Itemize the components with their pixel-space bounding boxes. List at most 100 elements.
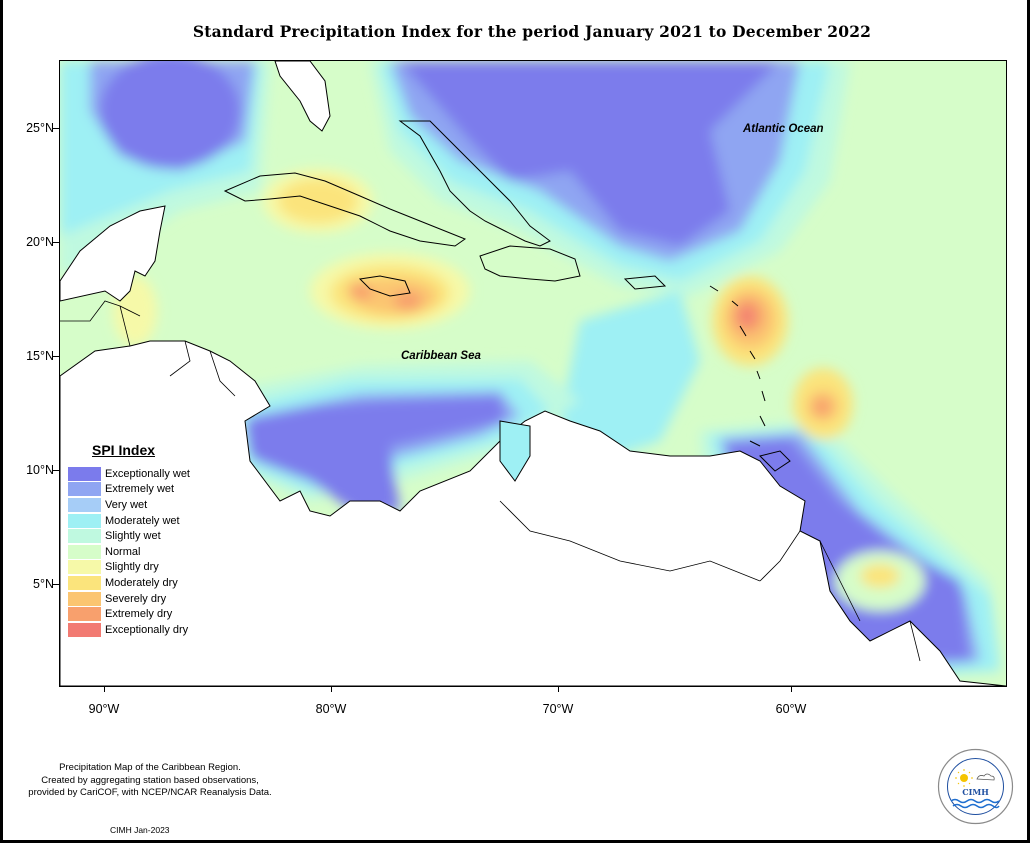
legend-item: Moderately dry [68,575,190,591]
lat-tick-25 [53,128,59,129]
lat-label-10: 10°N [26,463,54,477]
bahamas-outline [398,120,551,247]
legend-item: Very wet [68,497,190,513]
legend-item: Slightly dry [68,560,190,576]
lon-label-60: 60°W [775,702,807,716]
zone-exceptionally-dry-leewards [740,307,754,325]
legend: SPI Index Exceptionally wet Extremely wet… [68,442,190,638]
map-svg [60,61,1006,686]
logo-text: CIMH [962,787,989,797]
logo-cloud-icon [976,773,995,781]
lat-tick-10 [53,470,59,471]
legend-label: Exceptionally dry [105,623,189,636]
legend-label: Extremely dry [105,608,173,621]
legend-label: Slightly wet [105,530,161,543]
legend-swatch [68,529,101,544]
date-note: CIMH Jan-2023 [110,825,170,835]
legend-swatch [68,466,101,481]
legend-item: Severely dry [68,591,190,607]
lat-label-20: 20°N [26,235,54,249]
lat-tick-5 [53,584,59,585]
legend-items: Exceptionally wet Extremely wet Very wet Mo… [68,466,190,638]
border-guianas [759,530,921,662]
frame-bottom [0,840,1030,843]
zone-exceptionally-wet-atlantic [400,61,780,246]
zone-moderately-wet-central [560,291,700,461]
hispaniola-outline [479,245,581,282]
zone-moderately-dry-cuba [278,179,358,223]
legend-label: Slightly dry [105,561,159,574]
legend-label: Moderately dry [105,576,178,589]
footer-note-line2: Created by aggregating station based obs… [41,774,259,786]
border-central-america-north [60,300,141,347]
legend-swatch [68,622,101,637]
zone-extremely-dry-jamaica-e [394,291,422,311]
legend-label: Normal [105,545,141,558]
jamaica-outline [358,275,411,297]
legend-swatch [68,560,101,575]
legend-item: Moderately wet [68,513,190,529]
atlantic-ocean-label: Atlantic Ocean [743,123,824,135]
legend-label: Moderately wet [105,514,180,527]
lon-tick-80 [331,686,332,692]
legend-swatch [68,544,101,559]
frame-right [1027,0,1030,843]
legend-swatch [68,482,101,497]
legend-item: Extremely dry [68,606,190,622]
lon-tick-70 [558,686,559,692]
lon-label-80: 80°W [315,702,347,716]
footer-note-line3: provided by CariCOF, with NCEP/NCAR Rean… [28,787,272,798]
logo-waves-icon [950,798,1000,804]
legend-swatch [68,591,101,606]
frame-left [0,0,3,843]
legend-item: Extremely wet [68,482,190,498]
legend-item: Exceptionally dry [68,622,190,638]
zone-exceptionally-wet-gulf [100,61,240,169]
border-central-america-south [169,340,236,397]
lat-label-25: 25°N [26,121,54,135]
south-central-america [60,340,1006,686]
lat-tick-15 [53,356,59,357]
legend-item: Normal [68,544,190,560]
yucatan [60,205,166,302]
legend-item: Slightly wet [68,528,190,544]
puerto-rico-outline [623,275,667,290]
legend-swatch [68,607,101,622]
lake-maracaibo [499,420,531,482]
lon-tick-90 [104,686,105,692]
cimh-logo: CIMH [937,748,1014,825]
footer-note-line1: Precipitation Map of the Caribbean Regio… [59,762,241,773]
legend-label: Extremely wet [105,483,175,496]
lat-label-15: 15°N [26,349,54,363]
cuba-outline [223,172,467,247]
lesser-antilles-outline [709,285,766,447]
legend-label: Very wet [105,498,148,511]
zone-extremely-dry-barbados [813,398,831,416]
legend-swatch [68,575,101,590]
legend-swatch [68,497,101,512]
zone-exceptionally-wet-south [245,396,505,516]
lat-tick-20 [53,242,59,243]
footer-note: Precipitation Map of the Caribbean Regio… [8,762,292,800]
lon-tick-60 [791,686,792,692]
map-title: Standard Precipitation Index for the per… [192,22,872,41]
legend-title: SPI Index [92,442,156,458]
border-venezuela-colombia-brazil [499,500,761,582]
borders [60,300,921,662]
legend-swatch [68,513,101,528]
legend-label: Exceptionally wet [105,467,190,480]
legend-label: Severely dry [105,592,167,605]
logo-sun-icon [960,774,968,782]
land-masses [60,61,1006,686]
trinidad-outline [759,450,791,472]
lon-label-70: 70°W [542,702,574,716]
map-panel[interactable] [59,60,1007,687]
lon-label-90: 90°W [88,702,120,716]
logo-waves-icon-2 [952,803,1000,809]
zone-moderately-dry-suriname [860,564,900,588]
lat-label-5: 5°N [33,577,54,591]
logo-sun-rays [955,769,973,787]
legend-item: Exceptionally wet [68,466,190,482]
caribbean-sea-label: Caribbean Sea [401,350,481,362]
zone-extremely-dry-jamaica-w [348,282,372,300]
